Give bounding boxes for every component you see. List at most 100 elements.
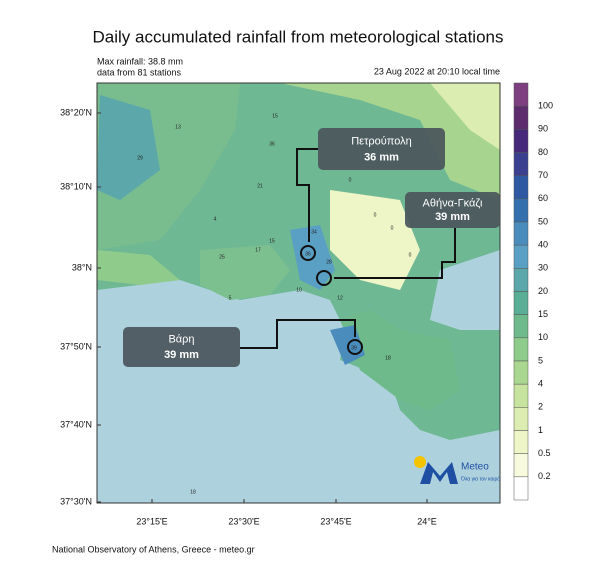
lat-label: 38°10'N <box>60 181 92 191</box>
station-value: 21 <box>257 183 263 189</box>
colorbar-label: 1 <box>538 425 543 435</box>
station-value: 15 <box>272 113 278 119</box>
colorbar-band <box>513 244 529 269</box>
colorbar-label: 5 <box>538 355 543 365</box>
lat-label: 38°20'N <box>60 107 92 117</box>
callout-box <box>123 327 240 367</box>
land-zone <box>280 83 500 200</box>
colorbar-band <box>513 221 529 246</box>
colorbar-band <box>513 105 529 130</box>
colorbar-label: 50 <box>538 216 548 226</box>
lat-label: 38°N <box>72 262 92 272</box>
date: 23 Aug 2022 at 20:10 local time <box>374 66 500 76</box>
lat-label: 37°30'N <box>60 496 92 506</box>
lon-label: 23°45'E <box>320 516 351 526</box>
station-marker <box>316 270 332 286</box>
colorbar-band <box>513 383 529 408</box>
callout-box <box>405 192 500 228</box>
colorbar-band <box>513 476 529 501</box>
land-zone <box>97 250 180 285</box>
colorbar-label: 40 <box>538 240 548 250</box>
colorbar-band <box>513 198 529 223</box>
station-value: 34 <box>311 229 317 235</box>
colorbar-label: 20 <box>538 286 548 296</box>
colorbar-label: 15 <box>538 309 548 319</box>
station-value: 0 <box>391 225 394 231</box>
callout-name: Πετρούπολη <box>351 135 412 147</box>
connector <box>296 148 318 242</box>
colorbar-band <box>513 175 529 200</box>
land-zone <box>97 95 160 200</box>
title: Daily accumulated rainfall from meteorol… <box>92 27 503 46</box>
land-zone <box>330 190 420 290</box>
lat-label: 37°40'N <box>60 419 92 429</box>
callout-name: Βάρη <box>168 334 194 346</box>
colorbar-label: 10 <box>538 332 548 342</box>
island <box>200 245 290 300</box>
station-value: 12 <box>337 295 343 301</box>
logo-tagline: Όλα για τον καιρό <box>460 475 500 482</box>
colorbar-label: 4 <box>538 379 543 389</box>
colorbar-band <box>513 430 529 454</box>
colorbar-band <box>513 82 529 107</box>
map-frame <box>96 82 501 504</box>
lon-label: 23°15'E <box>136 516 167 526</box>
colorbar-band <box>513 129 529 153</box>
lon-label: 24°E <box>417 516 437 526</box>
station-value: 13 <box>175 124 181 130</box>
colorbar-band <box>513 360 529 385</box>
callout-value: 39 mm <box>164 349 199 361</box>
colorbar-label: 2 <box>538 402 543 412</box>
colorbar-band <box>513 314 529 339</box>
colorbar-band <box>513 268 529 292</box>
logo-sun <box>414 456 426 468</box>
colorbar-label: 100 <box>538 101 553 111</box>
callout-value: 36 mm <box>364 151 399 163</box>
colorbar-label: 90 <box>538 124 548 134</box>
station-marker <box>300 245 316 261</box>
lat-label: 37°50'N <box>60 341 92 351</box>
station-value: 5 <box>229 295 232 301</box>
logo: Meteo Όλα για τον καιρό <box>414 456 500 484</box>
connector <box>240 319 356 349</box>
logo-name: Meteo <box>461 462 489 473</box>
colorbar-label: 60 <box>538 193 548 203</box>
sea <box>430 250 500 330</box>
station-marker <box>347 339 363 355</box>
callout-box <box>318 128 445 170</box>
callout-value: 39 mm <box>435 211 470 223</box>
colorbar-label: 0.2 <box>538 471 551 481</box>
station-value: 15 <box>269 238 275 244</box>
station-value: 10 <box>296 287 302 293</box>
stations-count: data from 81 stations <box>97 67 182 77</box>
callout-name: Αθήνα-Γκάζι <box>423 197 484 209</box>
connectors <box>240 148 456 355</box>
station-value: 29 <box>137 155 143 161</box>
station-value: 28 <box>326 259 332 265</box>
station-value: 0 <box>409 252 412 258</box>
station-value: 4 <box>214 216 217 222</box>
colorbar-label: 0.5 <box>538 448 551 458</box>
station-value: 0 <box>374 212 377 218</box>
station-value: 0 <box>349 177 352 183</box>
max-rainfall: Max rainfall: 38.8 mm <box>97 56 183 66</box>
station-value: 39 <box>351 345 357 351</box>
colorbar-label: 30 <box>538 263 548 273</box>
station-value: 18 <box>385 355 391 361</box>
colorbar-band <box>513 337 529 362</box>
colorbar-band <box>513 152 529 176</box>
colorbar-band <box>513 291 529 315</box>
station-value: 36 <box>305 251 311 257</box>
lon-label: 23°30'E <box>228 516 259 526</box>
colorbar-band <box>513 453 529 478</box>
colorbar-label: 70 <box>538 170 548 180</box>
colorbar-band <box>513 407 529 431</box>
colorbar-label: 80 <box>538 147 548 157</box>
station-value: 36 <box>269 141 275 147</box>
footer: National Observatory of Athens, Greece -… <box>52 544 255 554</box>
logo-mark <box>420 462 458 484</box>
station-value: 17 <box>255 247 261 253</box>
station-value: 25 <box>219 254 225 260</box>
connector <box>334 228 456 279</box>
